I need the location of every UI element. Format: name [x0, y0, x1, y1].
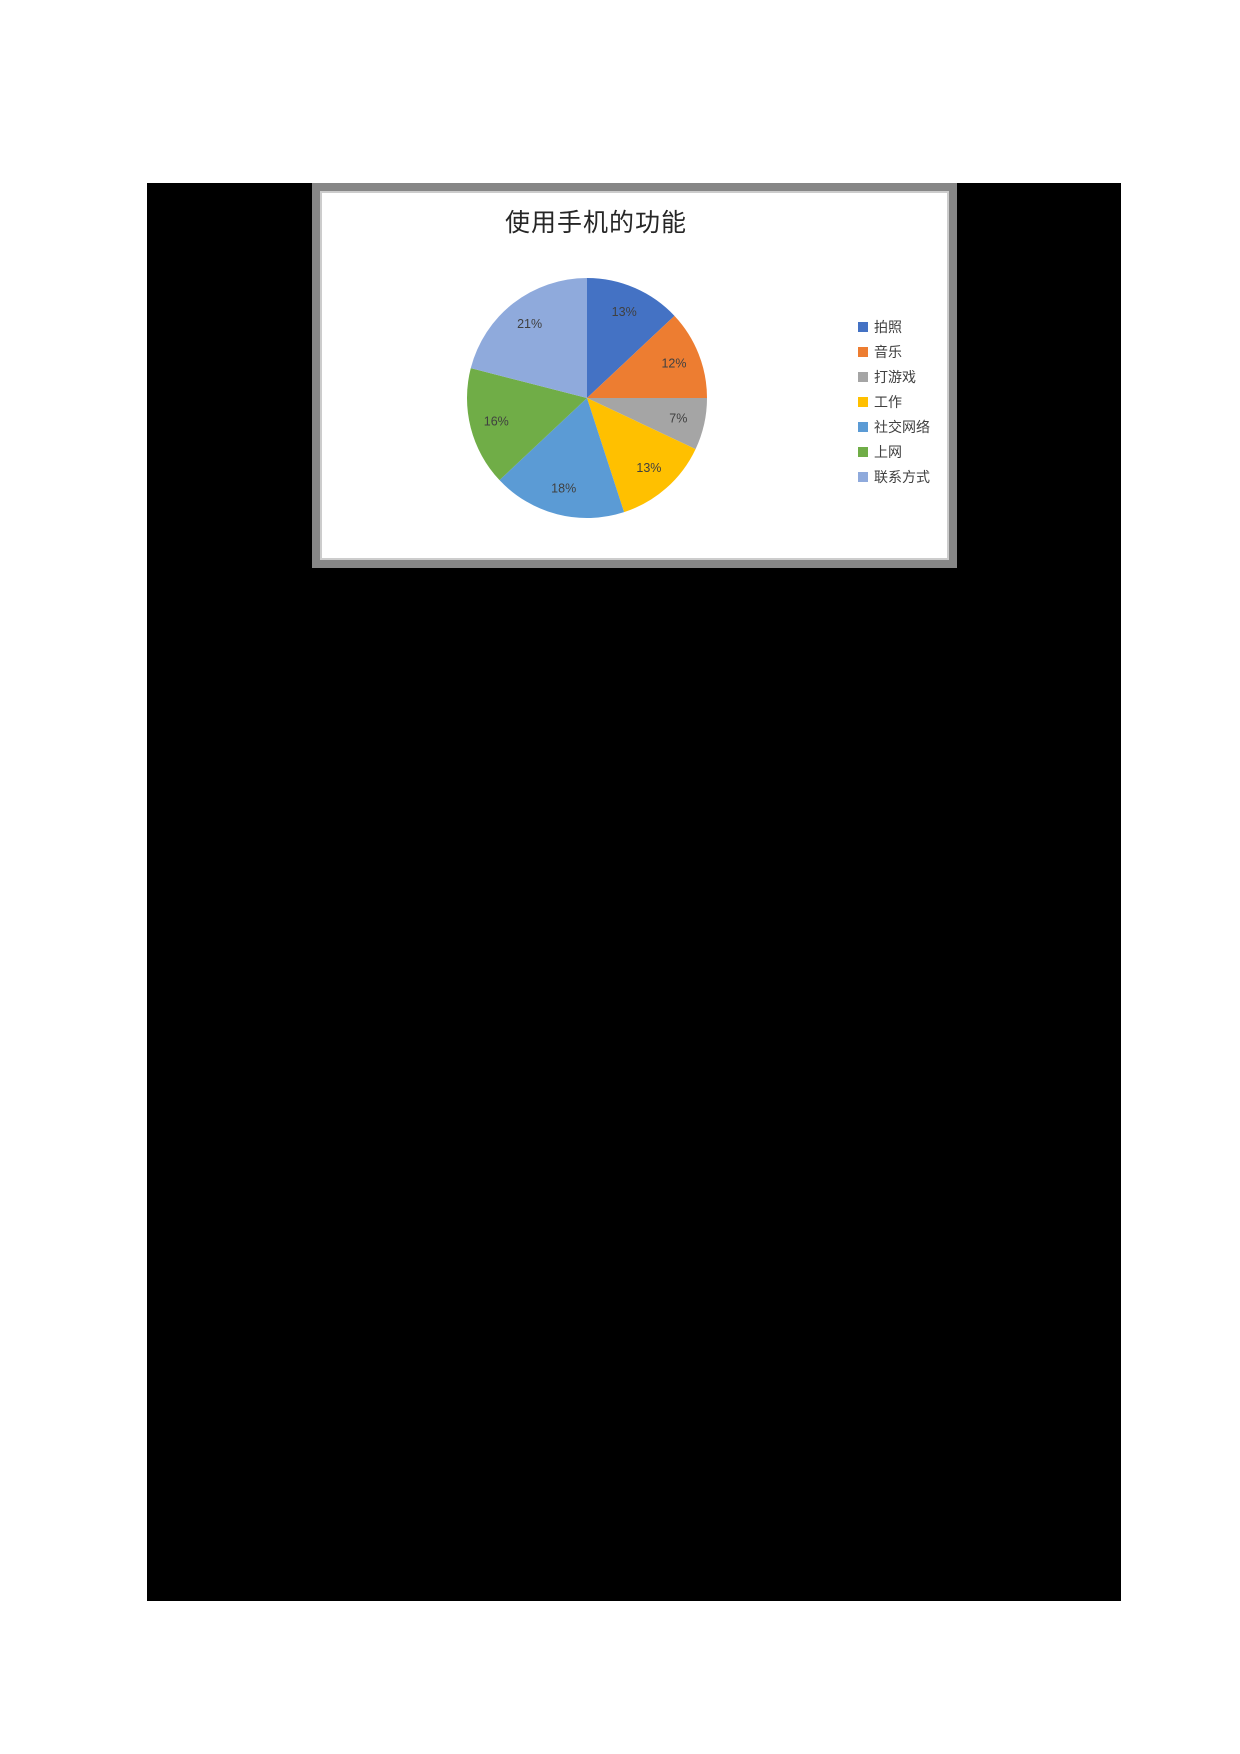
pie-slice-6	[466, 368, 587, 481]
pie-data-label: 21%	[517, 317, 542, 331]
pie-data-label: 16%	[484, 414, 509, 428]
pie-slice-5	[499, 398, 625, 519]
chart-plot-area: 使用手机的功能 13% 12% 7% 13% 18% 16% 21% 拍照 音乐 打游戏	[320, 191, 949, 560]
legend-item: 拍照	[858, 314, 930, 339]
legend-item: 上网	[858, 439, 930, 464]
pie-slice-3	[587, 398, 707, 450]
pie-chart: 13% 12% 7% 13% 18% 16% 21%	[466, 278, 707, 519]
legend-label: 拍照	[874, 318, 902, 335]
chart-legend: 拍照 音乐 打游戏 工作	[858, 314, 930, 489]
legend-swatch-icon	[858, 371, 868, 382]
legend-label: 联系方式	[874, 468, 930, 485]
legend-item: 工作	[858, 389, 930, 414]
legend-swatch-icon	[858, 346, 868, 357]
legend-label: 打游戏	[874, 368, 916, 385]
pie-slice-2	[587, 315, 707, 398]
legend-swatch-icon	[858, 446, 868, 457]
pie-data-label: 12%	[661, 357, 686, 371]
legend-item: 打游戏	[858, 364, 930, 389]
document-canvas: 使用手机的功能 13% 12% 7% 13% 18% 16% 21% 拍照 音乐 打游戏	[147, 183, 1121, 1601]
pie-slice-7	[470, 278, 587, 398]
chart-title: 使用手机的功能	[504, 209, 688, 237]
legend-swatch-icon	[858, 421, 868, 432]
legend-label: 工作	[874, 393, 902, 410]
pie-slice-4	[587, 398, 696, 513]
pie-data-label: 7%	[669, 411, 687, 425]
legend-label: 上网	[874, 443, 902, 460]
legend-item: 社交网络	[858, 414, 930, 439]
chart-panel[interactable]: 使用手机的功能 13% 12% 7% 13% 18% 16% 21% 拍照 音乐 打游戏	[312, 183, 957, 568]
legend-item: 音乐	[858, 339, 930, 364]
legend-swatch-icon	[858, 321, 868, 332]
legend-swatch-icon	[858, 471, 868, 482]
legend-label: 社交网络	[874, 418, 930, 435]
legend-swatch-icon	[858, 396, 868, 407]
legend-item: 联系方式	[858, 464, 930, 489]
pie-data-label: 18%	[551, 482, 576, 496]
pie-data-label: 13%	[612, 305, 637, 319]
pie-slice-1	[587, 278, 675, 398]
pie-data-label: 13%	[636, 461, 661, 475]
legend-label: 音乐	[874, 343, 902, 360]
